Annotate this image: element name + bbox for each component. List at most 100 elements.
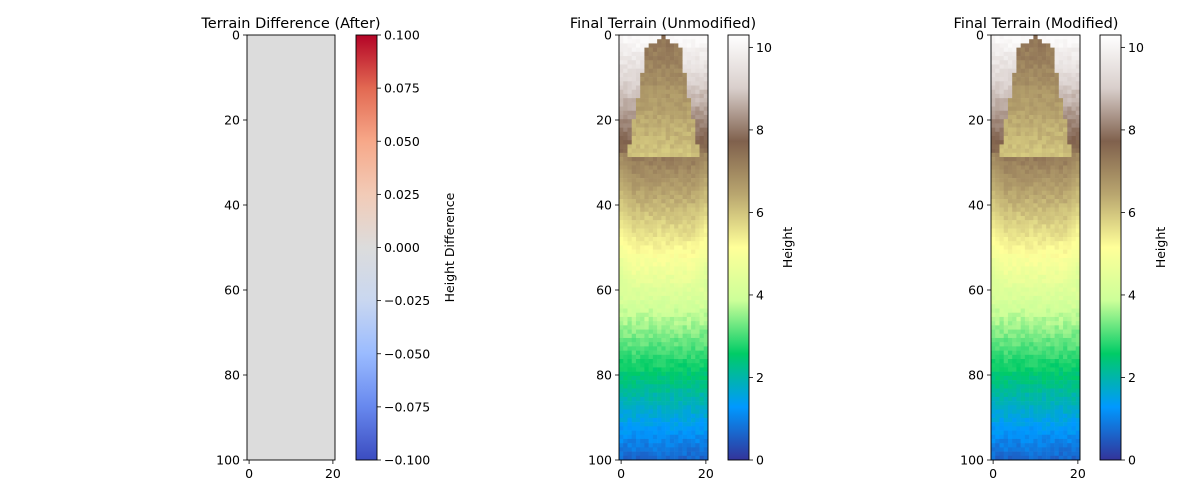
heatmap-cell [691, 135, 696, 141]
heatmap-cell [1058, 312, 1064, 318]
heatmap-cell [1012, 392, 1017, 398]
heatmap-cell [1037, 417, 1043, 423]
heatmap-cell [1029, 270, 1034, 276]
heatmap-cell [703, 51, 709, 57]
heatmap-cell [691, 39, 696, 44]
heatmap-cell [1046, 102, 1051, 107]
heatmap-cell [661, 346, 666, 351]
heatmap-cell [691, 409, 696, 415]
heatmap-cell [695, 447, 700, 452]
colorbar-gradient [355, 34, 378, 461]
heatmap-cell [674, 220, 679, 225]
heatmap-cell [627, 51, 633, 57]
heatmap-cell [699, 359, 705, 364]
heatmap-cell [699, 182, 705, 187]
heatmap-cell [1033, 367, 1038, 372]
heatmap-cell [665, 363, 671, 368]
colorbar-tick-label: 10 [1128, 40, 1144, 55]
heatmap-cell [644, 455, 649, 461]
heatmap-cell [991, 380, 996, 385]
heatmap-cell [1063, 308, 1068, 314]
heatmap-cell [1029, 81, 1034, 86]
heatmap-cell [631, 203, 637, 208]
heatmap-cell [640, 135, 645, 141]
heatmap-cell [1046, 47, 1051, 53]
heatmap-cell [682, 77, 688, 82]
heatmap-cell [1020, 169, 1026, 175]
heatmap-cell [627, 127, 633, 133]
heatmap-cell [619, 60, 624, 65]
heatmap-cell [1016, 85, 1021, 91]
heatmap-cell [657, 199, 662, 204]
heatmap-cell [674, 426, 679, 431]
heatmap-cell [999, 304, 1005, 309]
heatmap-cell [652, 93, 658, 99]
heatmap-cell [644, 380, 649, 385]
heatmap-cell [1054, 438, 1060, 444]
heatmap-cell [619, 253, 624, 259]
heatmap-cell [640, 173, 645, 179]
heatmap-cell [1050, 106, 1055, 112]
heatmap-cell [1012, 375, 1017, 381]
heatmap-cell [648, 215, 654, 221]
heatmap-cell [699, 245, 705, 250]
heatmap-cell [657, 451, 662, 457]
heatmap-cell [631, 430, 637, 436]
heatmap-cell [669, 274, 675, 280]
heatmap-cell [699, 413, 705, 419]
heatmap-cell [674, 56, 679, 61]
heatmap-cell [995, 249, 1000, 255]
heatmap-cell [991, 405, 996, 410]
heatmap-cell [1075, 152, 1081, 158]
heatmap-cell [999, 266, 1005, 271]
heatmap-cell [627, 350, 633, 356]
heatmap-cell [635, 152, 641, 158]
heatmap-cell [1041, 295, 1047, 301]
heatmap-cell [669, 119, 675, 124]
heatmap-cell [1046, 85, 1051, 91]
heatmap-cell [1003, 224, 1009, 229]
heatmap-cell [682, 68, 688, 74]
heatmap-cell [657, 215, 662, 221]
heatmap-cell [1058, 422, 1064, 427]
heatmap-cell [665, 39, 671, 44]
heatmap-cell [640, 295, 645, 301]
heatmap-cell [635, 47, 641, 53]
heatmap-cell [1063, 333, 1068, 339]
heatmap-cell [695, 405, 700, 410]
heatmap-cell [640, 220, 645, 225]
heatmap-cell [1037, 308, 1043, 314]
heatmap-cell [1007, 211, 1013, 217]
heatmap-cell [703, 434, 709, 440]
heatmap-cell [703, 93, 709, 99]
heatmap-cell [619, 64, 624, 69]
heatmap-cell [619, 169, 624, 175]
heatmap-cell [691, 342, 696, 347]
heatmap-cell [1003, 325, 1009, 330]
heatmap-cell [674, 401, 679, 406]
heatmap-cell [1050, 337, 1055, 343]
heatmap-cell [1012, 127, 1017, 133]
heatmap-cell [1012, 270, 1017, 276]
heatmap-cell [1054, 110, 1060, 116]
heatmap-cell [995, 346, 1000, 351]
heatmap-cell [999, 342, 1005, 347]
heatmap-cell [669, 228, 675, 234]
heatmap-cell [1020, 39, 1026, 44]
heatmap-cell [1033, 203, 1038, 208]
heatmap-cell [1012, 422, 1017, 427]
heatmap-cell [1029, 211, 1034, 217]
heatmap-cell [691, 392, 696, 398]
heatmap-cell [1041, 380, 1047, 385]
heatmap-cell [1037, 102, 1043, 107]
heatmap-cell [682, 119, 688, 124]
heatmap-cell [1024, 291, 1030, 297]
heatmap-cell [682, 135, 688, 141]
heatmap-cell [674, 203, 679, 208]
heatmap-cell [1041, 396, 1047, 402]
heatmap-cell [699, 426, 705, 431]
heatmap-cell [1050, 375, 1055, 381]
heatmap-cell [682, 199, 688, 204]
heatmap-cell [1016, 266, 1021, 271]
heatmap-cell [1016, 438, 1021, 444]
